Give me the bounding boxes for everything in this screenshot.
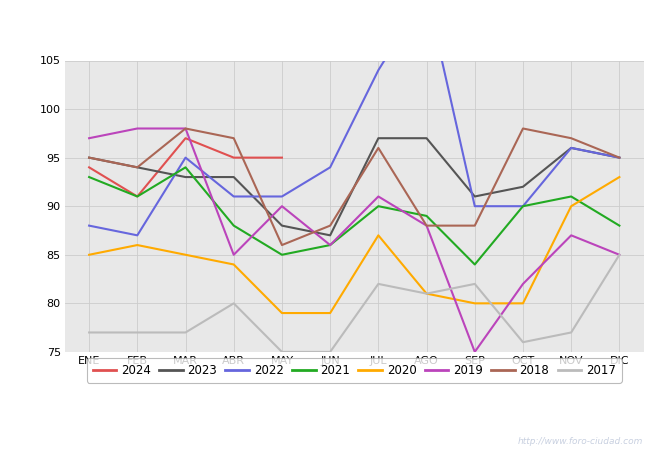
Text: http://www.foro-ciudad.com: http://www.foro-ciudad.com xyxy=(518,436,644,446)
Legend: 2024, 2023, 2022, 2021, 2020, 2019, 2018, 2017: 2024, 2023, 2022, 2021, 2020, 2019, 2018… xyxy=(87,358,621,382)
Text: Afiliados en Aras de los Olmos a 31/5/2024: Afiliados en Aras de los Olmos a 31/5/20… xyxy=(190,30,519,45)
